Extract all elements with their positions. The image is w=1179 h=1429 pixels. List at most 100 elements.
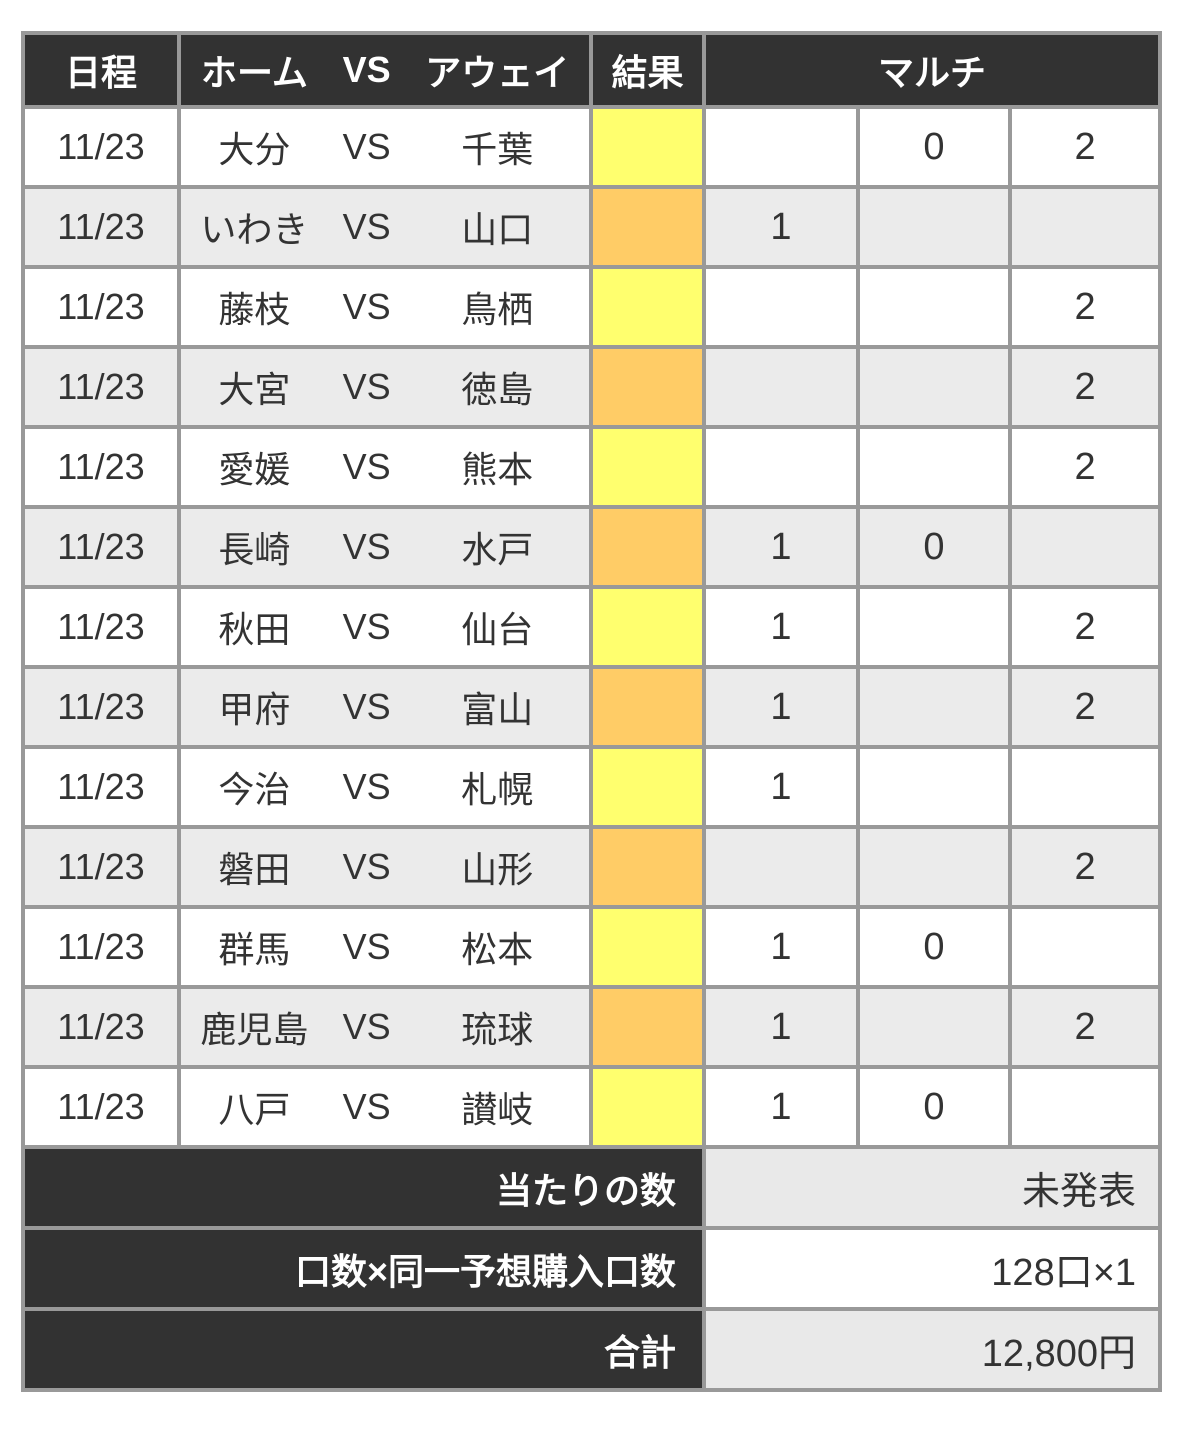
match-row: 11/23 愛媛 VS 熊本 2 <box>21 425 1163 509</box>
multi-cell-3: 2 <box>1007 825 1163 909</box>
home-team: 今治 <box>218 769 291 810</box>
result-cell <box>589 825 706 909</box>
multi-cell-2 <box>856 585 1012 669</box>
away-team: 琉球 <box>461 1009 534 1050</box>
result-cell <box>589 1065 706 1149</box>
date-cell: 11/23 <box>21 185 181 269</box>
matchup-box: いわき VS 山口 <box>183 201 587 253</box>
multi-cell-2 <box>856 825 1012 909</box>
matchup-box: 甲府 VS 富山 <box>183 681 587 733</box>
vs-label: VS <box>342 206 391 247</box>
home-team: 長崎 <box>218 529 291 570</box>
summary-row-total: 合計 12,800円 <box>21 1307 1163 1392</box>
home-team: 大分 <box>218 129 291 170</box>
date-cell: 11/23 <box>21 745 181 829</box>
matchup-cell: 甲府 VS 富山 <box>177 665 593 749</box>
matchup-box: 磐田 VS 山形 <box>183 841 587 893</box>
multi-cell-2 <box>856 345 1012 429</box>
home-team: 群馬 <box>218 929 291 970</box>
multi-cell-3: 2 <box>1007 425 1163 509</box>
home-team: 愛媛 <box>218 449 291 490</box>
away-team: 讃岐 <box>461 1089 534 1130</box>
result-cell <box>589 505 706 589</box>
header-matchup: ホーム VS アウェイ <box>177 31 593 109</box>
multi-cell-1 <box>702 425 860 509</box>
vs-label: VS <box>342 526 391 567</box>
header-vs-label: VS <box>342 49 391 90</box>
units-label: 口数×同一予想購入口数 <box>21 1226 706 1311</box>
multi-cell-1 <box>702 105 860 189</box>
match-row: 11/23 鹿児島 VS 琉球 1 2 <box>21 985 1163 1069</box>
result-cell <box>589 265 706 349</box>
multi-cell-1 <box>702 265 860 349</box>
matchup-cell: 藤枝 VS 鳥栖 <box>177 265 593 349</box>
vs-label: VS <box>342 446 391 487</box>
away-team: 徳島 <box>461 369 534 410</box>
toto-results-table: 日程 ホーム VS アウェイ 結果 マルチ 11/23 大分 VS 千葉 0 2 11/23… <box>21 31 1163 1392</box>
home-team: 藤枝 <box>218 289 291 330</box>
home-team: 鹿児島 <box>200 1009 309 1050</box>
match-row: 11/23 今治 VS 札幌 1 <box>21 745 1163 829</box>
home-team: 磐田 <box>218 849 291 890</box>
multi-cell-3 <box>1007 505 1163 589</box>
date-cell: 11/23 <box>21 985 181 1069</box>
multi-cell-2 <box>856 185 1012 269</box>
away-team: 松本 <box>461 929 534 970</box>
result-cell <box>589 425 706 509</box>
match-row: 11/23 甲府 VS 富山 1 2 <box>21 665 1163 749</box>
matchup-cell: 愛媛 VS 熊本 <box>177 425 593 509</box>
date-cell: 11/23 <box>21 585 181 669</box>
multi-cell-3 <box>1007 905 1163 989</box>
header-multi: マルチ <box>701 31 1163 109</box>
matchup-box: 愛媛 VS 熊本 <box>183 441 587 493</box>
vs-label: VS <box>342 1086 391 1127</box>
multi-cell-3: 2 <box>1007 265 1163 349</box>
matchup-cell: 今治 VS 札幌 <box>177 745 593 829</box>
date-cell: 11/23 <box>21 425 181 509</box>
header-home-label: ホーム <box>200 52 308 93</box>
multi-cell-2: 0 <box>856 1065 1012 1149</box>
multi-cell-1: 1 <box>702 185 860 269</box>
away-team: 山形 <box>461 849 534 890</box>
multi-cell-3: 2 <box>1007 345 1163 429</box>
header-date: 日程 <box>21 31 181 109</box>
multi-cell-3 <box>1007 745 1163 829</box>
multi-cell-1 <box>702 345 860 429</box>
matchup-box: 長崎 VS 水戸 <box>183 521 587 573</box>
header-matchup-box: ホーム VS アウェイ <box>183 44 587 96</box>
date-cell: 11/23 <box>21 265 181 349</box>
matchup-box: 八戸 VS 讃岐 <box>183 1081 587 1133</box>
home-team: 甲府 <box>218 689 291 730</box>
away-team: 千葉 <box>461 129 534 170</box>
date-cell: 11/23 <box>21 505 181 589</box>
multi-cell-3 <box>1007 1065 1163 1149</box>
vs-label: VS <box>342 686 391 727</box>
multi-cell-1: 1 <box>702 905 860 989</box>
result-cell <box>589 105 706 189</box>
matchup-box: 藤枝 VS 鳥栖 <box>183 281 587 333</box>
matchup-cell: 磐田 VS 山形 <box>177 825 593 909</box>
result-cell <box>589 745 706 829</box>
match-rows: 11/23 大分 VS 千葉 0 2 11/23 いわき VS 山口 1 11/23 藤枝 VS 鳥栖 2 11… <box>21 105 1163 1149</box>
matchup-box: 鹿児島 VS 琉球 <box>183 1001 587 1053</box>
result-cell <box>589 585 706 669</box>
matchup-cell: 長崎 VS 水戸 <box>177 505 593 589</box>
home-team: 八戸 <box>218 1089 291 1130</box>
summary-row-units: 口数×同一予想購入口数 128口×1 <box>21 1226 1163 1311</box>
match-row: 11/23 長崎 VS 水戸 1 0 <box>21 505 1163 589</box>
multi-cell-1: 1 <box>702 745 860 829</box>
multi-cell-1: 1 <box>702 985 860 1069</box>
match-row: 11/23 大分 VS 千葉 0 2 <box>21 105 1163 189</box>
match-row: 11/23 磐田 VS 山形 2 <box>21 825 1163 909</box>
total-label: 合計 <box>21 1307 706 1392</box>
matchup-box: 秋田 VS 仙台 <box>183 601 587 653</box>
multi-cell-2 <box>856 985 1012 1069</box>
matchup-box: 大宮 VS 徳島 <box>183 361 587 413</box>
multi-cell-2: 0 <box>856 505 1012 589</box>
vs-label: VS <box>342 1006 391 1047</box>
home-team: 秋田 <box>218 609 291 650</box>
multi-cell-3 <box>1007 185 1163 269</box>
table-header: 日程 ホーム VS アウェイ 結果 マルチ <box>21 31 1163 109</box>
matchup-cell: 八戸 VS 讃岐 <box>177 1065 593 1149</box>
